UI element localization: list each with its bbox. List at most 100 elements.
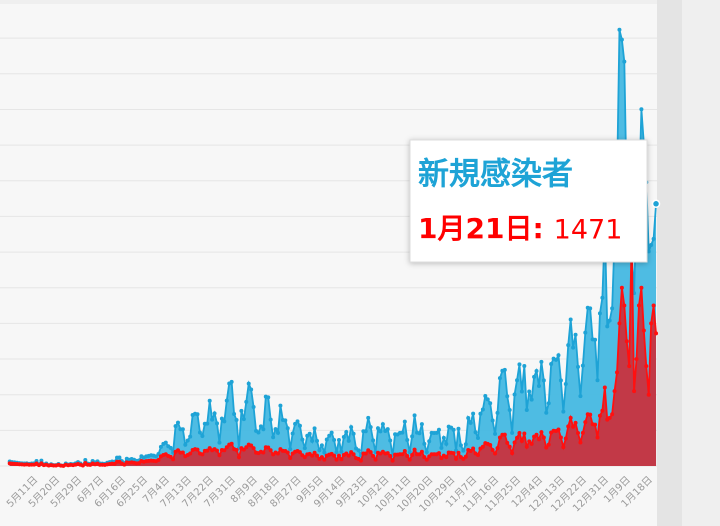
point — [546, 401, 551, 406]
point — [649, 321, 654, 326]
marks — [7, 27, 661, 468]
point — [390, 458, 395, 463]
point — [402, 419, 407, 424]
point — [215, 448, 220, 453]
point — [561, 409, 566, 414]
point — [605, 324, 610, 329]
point — [541, 378, 546, 383]
hover-point — [651, 199, 661, 209]
point — [385, 451, 390, 456]
point — [307, 431, 312, 436]
point — [497, 435, 502, 440]
point — [417, 431, 422, 436]
point — [251, 404, 256, 409]
point — [332, 453, 337, 458]
point — [312, 450, 317, 455]
point — [363, 429, 368, 434]
point — [563, 381, 568, 386]
point — [346, 453, 351, 458]
point — [297, 423, 302, 428]
point — [346, 438, 351, 443]
point — [417, 452, 422, 457]
point — [573, 420, 578, 425]
point — [517, 362, 522, 367]
point — [341, 434, 346, 439]
point — [451, 451, 456, 456]
point — [210, 417, 215, 422]
point — [368, 450, 373, 455]
point — [568, 317, 573, 322]
point — [558, 378, 563, 383]
point — [366, 415, 371, 420]
point — [519, 389, 524, 394]
point — [619, 37, 624, 42]
point — [244, 399, 249, 404]
point — [634, 357, 639, 362]
point — [173, 424, 178, 429]
point — [641, 328, 646, 333]
point — [646, 392, 651, 397]
point — [444, 455, 449, 460]
point — [578, 440, 583, 445]
point — [283, 418, 288, 423]
tooltip-date: 1月21日: — [418, 212, 544, 245]
point — [556, 353, 561, 358]
point — [651, 236, 656, 241]
point — [385, 427, 390, 432]
point — [278, 403, 283, 408]
point — [424, 457, 429, 462]
point — [312, 426, 317, 431]
tooltip-title: 新規感染者 — [418, 157, 573, 193]
point — [566, 343, 571, 348]
point — [358, 458, 363, 463]
point — [244, 445, 249, 450]
point — [224, 398, 229, 403]
tooltip-box — [409, 139, 648, 263]
point — [336, 437, 341, 442]
point — [595, 378, 600, 383]
point — [439, 445, 444, 450]
point — [295, 419, 300, 424]
point — [607, 415, 612, 420]
point — [646, 249, 651, 254]
point — [378, 429, 383, 434]
point — [588, 306, 593, 311]
point — [571, 424, 576, 429]
point — [334, 457, 339, 462]
point — [275, 430, 280, 435]
point — [434, 430, 439, 435]
point — [607, 318, 612, 323]
point — [163, 440, 168, 445]
point — [454, 456, 459, 461]
point — [617, 321, 622, 326]
point — [285, 426, 290, 431]
point — [117, 455, 122, 460]
point — [475, 436, 480, 441]
point — [561, 445, 566, 450]
point — [234, 418, 239, 423]
point — [205, 421, 210, 426]
point — [200, 434, 205, 439]
tooltip: 新規感染者 1月21日: 1471 — [409, 139, 648, 263]
point — [441, 435, 446, 440]
point — [375, 426, 380, 431]
point — [239, 408, 244, 413]
point — [505, 394, 510, 399]
point — [388, 438, 393, 443]
point — [197, 430, 202, 435]
point — [195, 412, 200, 417]
point — [639, 285, 644, 290]
point — [527, 389, 532, 394]
point — [493, 451, 498, 456]
point — [175, 420, 180, 425]
point — [261, 427, 266, 432]
point — [80, 463, 85, 468]
point — [402, 449, 407, 454]
point — [180, 427, 185, 432]
point — [229, 441, 234, 446]
point — [615, 370, 620, 375]
point — [302, 446, 307, 451]
point — [458, 443, 463, 448]
point — [639, 107, 644, 112]
point — [327, 433, 332, 438]
